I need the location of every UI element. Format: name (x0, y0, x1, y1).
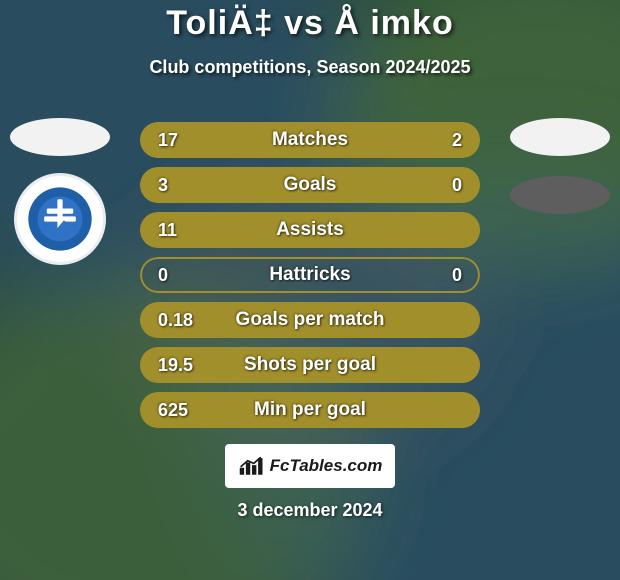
player-left-pill (10, 118, 110, 156)
stat-value-left: 0.18 (140, 310, 210, 331)
crest-icon (27, 186, 93, 252)
stat-row: 0Hattricks0 (140, 257, 480, 293)
stat-value-right: 2 (410, 130, 480, 151)
stat-value-left: 3 (140, 175, 210, 196)
stat-label: Hattricks (210, 264, 410, 286)
stat-value-left: 0 (140, 265, 210, 286)
stats-list: 17Matches23Goals011Assists0Hattricks00.1… (140, 122, 480, 428)
stat-row: 3Goals0 (140, 167, 480, 203)
stat-value-left: 11 (140, 220, 210, 241)
chart-bars-icon (238, 455, 266, 477)
stat-row: 11Assists (140, 212, 480, 248)
stat-label: Assists (210, 219, 410, 241)
stat-value-right: 0 (410, 175, 480, 196)
stat-label: Goals per match (210, 309, 410, 331)
player-right-pill-2 (510, 176, 610, 214)
stat-row: 17Matches2 (140, 122, 480, 158)
footer-date: 3 december 2024 (0, 500, 620, 521)
stat-value-right: 0 (410, 265, 480, 286)
stat-value-left: 17 (140, 130, 210, 151)
page-subtitle: Club competitions, Season 2024/2025 (0, 57, 620, 78)
club-left-crest (17, 176, 103, 262)
stat-value-left: 19.5 (140, 355, 210, 376)
footer-brand: FcTables.com (225, 444, 395, 488)
page-title: ToliÄ‡ vs Å imko (0, 4, 620, 43)
club-right-column (510, 118, 610, 214)
stat-value-left: 625 (140, 400, 210, 421)
stat-label: Shots per goal (210, 354, 410, 376)
player-right-pill-1 (510, 118, 610, 156)
stat-label: Goals (210, 174, 410, 196)
club-left-column (10, 118, 110, 262)
footer-brand-text: FcTables.com (270, 456, 383, 476)
stat-row: 19.5Shots per goal (140, 347, 480, 383)
stat-label: Min per goal (210, 399, 410, 421)
stat-label: Matches (210, 129, 410, 151)
stat-row: 625Min per goal (140, 392, 480, 428)
stat-row: 0.18Goals per match (140, 302, 480, 338)
